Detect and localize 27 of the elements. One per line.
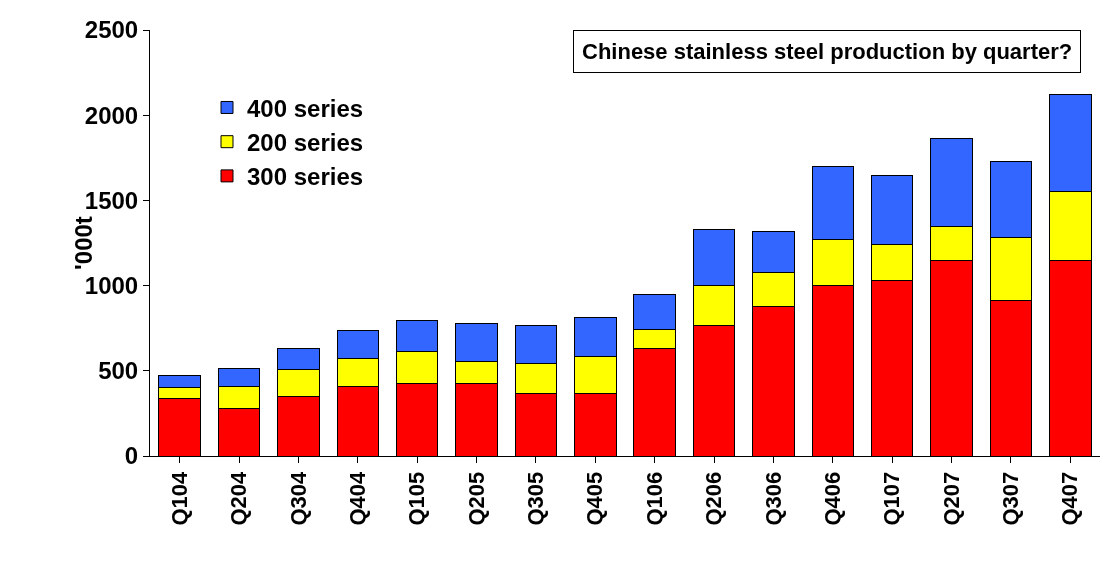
x-tick-label: Q205	[463, 471, 489, 526]
y-tick-label: 1500	[84, 186, 139, 214]
x-tick-label: Q306	[760, 471, 786, 526]
y-tick-label: 0	[124, 442, 139, 470]
legend-label: 400 series	[247, 94, 364, 122]
y-axis-title: '000t	[70, 216, 97, 270]
x-tick-label: Q407	[1057, 471, 1083, 526]
x-tick-label: Q307	[998, 471, 1024, 526]
x-tick-label: Q105	[404, 471, 430, 526]
x-tick-label: Q204	[226, 471, 252, 526]
x-tick-label: Q406	[819, 471, 845, 526]
x-tick-label: Q304	[285, 471, 311, 526]
x-tick-label: Q305	[523, 471, 549, 526]
x-tick-label: Q405	[582, 471, 608, 526]
x-tick-label: Q207	[938, 471, 964, 526]
x-tick-label: Q104	[166, 471, 192, 526]
chart-title: Chinese stainless steel production by quarter?	[582, 39, 1073, 64]
x-tick-label: Q107	[879, 471, 905, 526]
x-tick-label: Q106	[641, 471, 667, 526]
y-tick-label: 500	[98, 357, 139, 385]
legend-label: 200 series	[247, 129, 364, 157]
x-tick-label: Q404	[344, 471, 370, 526]
y-tick-label: 2500	[84, 16, 139, 44]
y-tick-label: 2000	[84, 101, 139, 129]
y-tick-label: 1000	[84, 272, 139, 299]
legend-label: 300 series	[247, 163, 364, 191]
x-tick-label: Q206	[701, 471, 727, 526]
